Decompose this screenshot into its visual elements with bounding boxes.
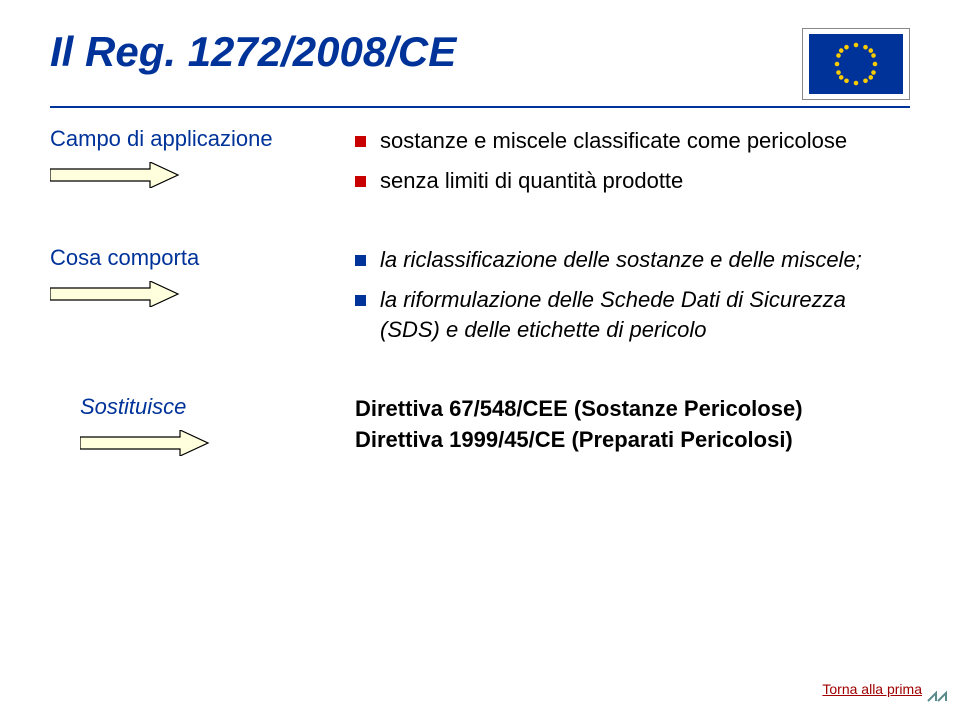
bullet-text: la riformulazione delle Schede Dati di S… xyxy=(380,285,910,344)
bullet-icon xyxy=(355,295,366,306)
section-label-cosa: Cosa comporta xyxy=(50,245,345,271)
list-item: senza limiti di quantità prodotte xyxy=(355,166,910,196)
corner-decoration-icon xyxy=(926,681,954,703)
title-underline xyxy=(50,106,910,108)
eu-stars-icon xyxy=(809,34,903,94)
eu-flag-field xyxy=(809,34,903,94)
eu-flag xyxy=(802,28,910,100)
bullet-text: sostanze e miscele classificate come per… xyxy=(380,126,847,156)
section-campo: Campo di applicazione sostanze e miscele… xyxy=(50,126,910,205)
content: Campo di applicazione sostanze e miscele… xyxy=(50,126,910,496)
bullet-list: sostanze e miscele classificate come per… xyxy=(355,126,910,195)
bullet-icon xyxy=(355,136,366,147)
arrow-icon xyxy=(50,162,345,188)
list-item: la riformulazione delle Schede Dati di S… xyxy=(355,285,910,344)
list-item: la riclassificazione delle sostanze e de… xyxy=(355,245,910,275)
section-cosa: Cosa comporta la riclassificazione delle… xyxy=(50,245,910,354)
arrow-icon xyxy=(50,430,345,456)
replacement-line: Direttiva 1999/45/CE (Preparati Pericolo… xyxy=(355,425,910,456)
slide: Il Reg. 1272/2008/CE xyxy=(0,0,960,707)
section-label-sostituisce: Sostituisce xyxy=(50,394,345,420)
title-row: Il Reg. 1272/2008/CE xyxy=(50,28,910,100)
bullet-icon xyxy=(355,176,366,187)
list-item: sostanze e miscele classificate come per… xyxy=(355,126,910,156)
replacement-line: Direttiva 67/548/CEE (Sostanze Pericolos… xyxy=(355,394,910,425)
replacement-lines: Direttiva 67/548/CEE (Sostanze Pericolos… xyxy=(355,394,910,456)
section-label-campo: Campo di applicazione xyxy=(50,126,345,152)
section-sostituisce: Sostituisce Direttiva 67/548/CEE (Sostan… xyxy=(50,394,910,456)
arrow-icon xyxy=(50,281,345,307)
bullet-text: senza limiti di quantità prodotte xyxy=(380,166,683,196)
bullet-icon xyxy=(355,255,366,266)
page-title: Il Reg. 1272/2008/CE xyxy=(50,28,456,76)
back-link[interactable]: Torna alla prima xyxy=(822,681,922,697)
bullet-text: la riclassificazione delle sostanze e de… xyxy=(380,245,862,275)
bullet-list: la riclassificazione delle sostanze e de… xyxy=(355,245,910,344)
